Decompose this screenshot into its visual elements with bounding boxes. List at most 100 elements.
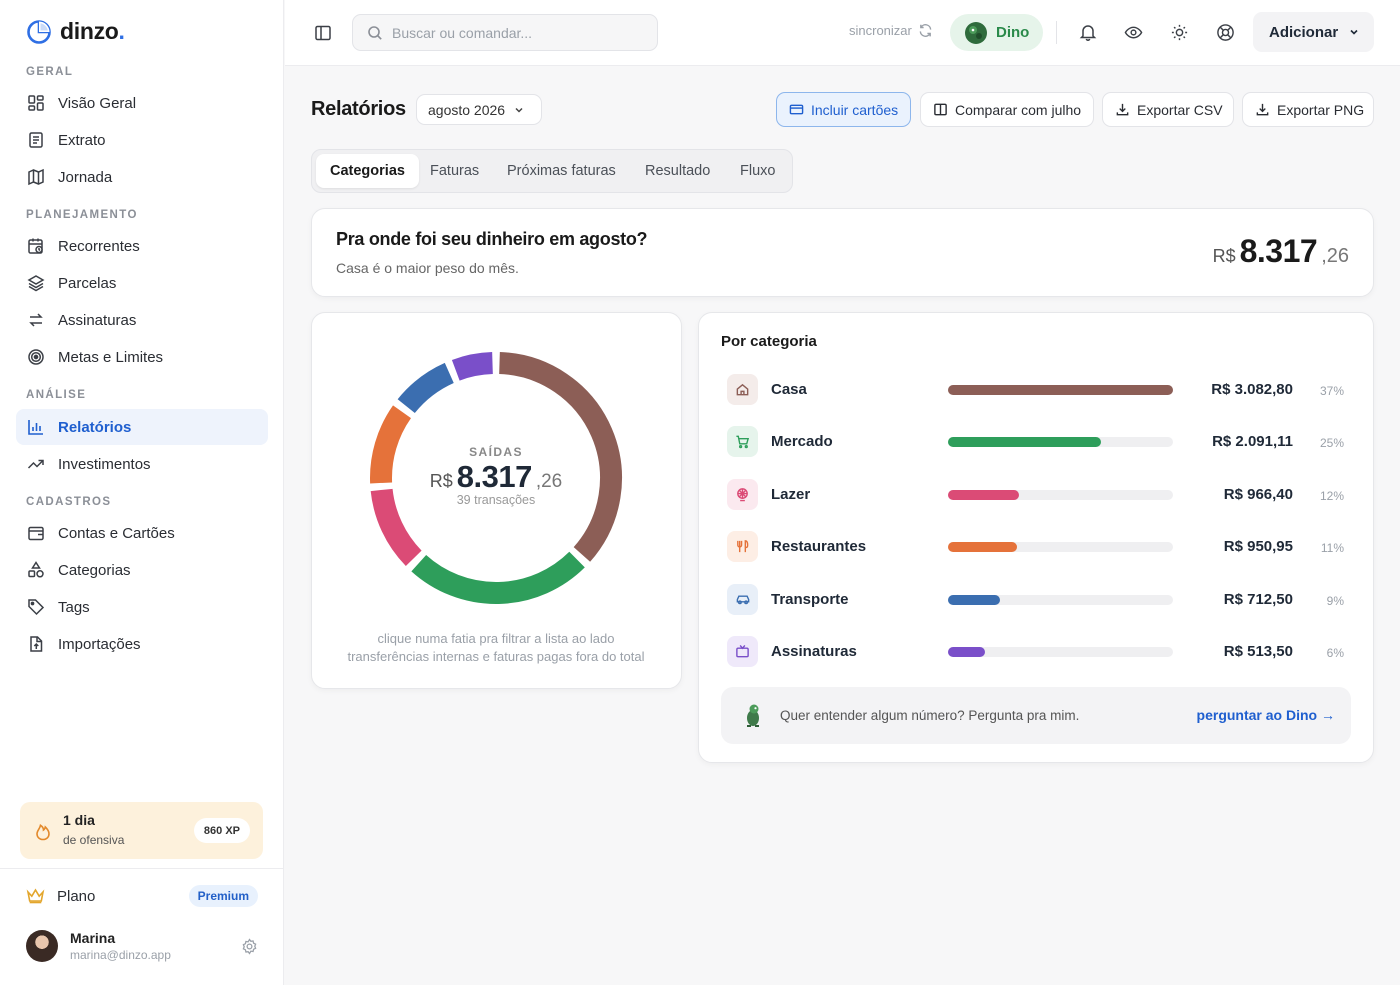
topbar-separator [1056,21,1057,44]
home-icon [727,374,758,405]
category-row-transporte[interactable]: Transporte R$ 712,50 9% [727,584,1347,616]
include-cards-button[interactable]: Incluir cartões [776,92,911,127]
donut-slice-casa[interactable] [499,352,622,562]
page-title: Relatórios [311,98,406,120]
sidebar-item-jornada[interactable]: Jornada [16,159,268,195]
search-input[interactable]: Buscar ou comandar... [352,14,658,51]
report-tabs: Categorias Faturas Próximas faturas Resu… [311,149,793,193]
sun-icon[interactable] [1169,22,1189,42]
donut-hint: clique numa fatia pra filtrar a lista ao… [377,631,615,646]
plan-badge: Premium [188,885,258,907]
tab-proximas-faturas[interactable]: Próximas faturas [507,163,616,179]
donut-slice-mercado[interactable] [411,551,585,604]
sidebar-item-extrato[interactable]: Extrato [16,122,268,158]
sidebar-item-investimentos[interactable]: Investimentos [16,446,268,482]
compare-button[interactable]: Comparar com julho [920,92,1094,127]
streak-subtitle: de ofensiva [63,833,125,847]
compare-label: Comparar com julho [955,101,1082,118]
category-name: Casa [771,381,807,398]
tab-faturas[interactable]: Faturas [430,163,480,179]
sidebar-item-visao-geral[interactable]: Visão Geral [16,85,268,121]
donut-slice-lazer[interactable] [370,488,422,567]
category-row-assinaturas[interactable]: Assinaturas R$ 513,50 6% [727,636,1347,668]
add-button[interactable]: Adicionar [1253,12,1374,52]
brand-logo[interactable]: dinzo. [26,18,125,45]
user-profile[interactable]: Marina marina@dinzo.app [26,928,258,964]
export-png-label: Exportar PNG [1277,101,1365,118]
category-card: Por categoria Casa R$ 3.082,80 37% Merca… [698,312,1374,763]
sidebar-item-categorias[interactable]: Categorias [16,552,268,588]
avatar [26,930,58,962]
category-value: R$ 2.091,11 [1212,433,1293,450]
donut-amount-cents: ,26 [535,471,563,492]
category-bar-track [948,542,1173,552]
assistant-label: Dino [996,24,1030,41]
include-cards-label: Incluir cartões [811,101,899,118]
map-icon [26,167,46,187]
streak-card[interactable]: 1 dia de ofensiva 860 XP [20,802,263,859]
plan-row[interactable]: Plano Premium [26,884,258,908]
sidebar-item-assinaturas[interactable]: Assinaturas [16,302,268,338]
tab-categorias[interactable]: Categorias [316,154,419,188]
sidebar-item-label: Importações [58,635,141,653]
export-csv-label: Exportar CSV [1137,101,1223,118]
dino-avatar-icon [964,21,988,45]
sidebar-toggle-icon[interactable] [313,23,333,43]
category-row-casa[interactable]: Casa R$ 3.082,80 37% [727,374,1347,406]
help-lifebuoy-icon[interactable] [1215,22,1235,42]
file-import-icon [26,634,46,654]
gear-icon[interactable] [241,938,258,955]
month-value: agosto 2026 [428,101,506,118]
tag-icon [26,597,46,617]
category-value: R$ 712,50 [1223,591,1293,608]
donut-slice-assinaturas[interactable] [451,352,494,381]
assistant-dino-button[interactable]: Dino [950,14,1043,51]
donut-slice-restaurantes[interactable] [370,405,412,484]
total-amount-cents: ,26 [1321,245,1349,267]
file-text-icon [26,130,46,150]
brand-name: dinzo [60,18,119,44]
trending-up-icon [26,454,46,474]
category-bar-transporte [948,595,1000,605]
dino-mascot-icon [743,703,763,729]
bar-chart-icon [26,417,46,437]
sidebar-item-label: Recorrentes [58,237,140,255]
sidebar-item-importacoes[interactable]: Importações [16,626,268,662]
month-selector[interactable]: agosto 2026 [416,94,542,125]
donut-card: SAÍDAS R$ 8.317 ,26 39 transações clique… [311,312,682,689]
ask-dino-link[interactable]: perguntar ao Dino → [1196,707,1335,723]
donut-slice-transporte[interactable] [397,362,455,414]
brand-dot: . [118,18,125,44]
search-icon [367,25,383,41]
summary-question: Pra onde foi seu dinheiro em agosto? [336,229,648,249]
sidebar-item-label: Relatórios [58,418,132,436]
donut-chart [370,352,622,604]
eye-icon[interactable] [1123,22,1143,42]
sidebar-item-parcelas[interactable]: Parcelas [16,265,268,301]
sidebar-item-tags[interactable]: Tags [16,589,268,625]
user-email: marina@dinzo.app [70,948,171,962]
bell-icon[interactable] [1078,22,1098,42]
currency-symbol: R$ [1212,246,1236,266]
sync-button[interactable]: sincronizar [849,23,933,38]
sidebar: dinzo. GERAL Visão Geral Extrato Jornada… [0,0,284,985]
sidebar-divider [0,868,284,869]
sidebar-item-recorrentes[interactable]: Recorrentes [16,228,268,264]
category-row-restaurantes[interactable]: Restaurantes R$ 950,95 11% [727,531,1347,563]
category-row-mercado[interactable]: Mercado R$ 2.091,11 25% [727,426,1347,458]
category-value: R$ 513,50 [1223,643,1293,660]
category-bar-track [948,385,1173,395]
sidebar-item-metas[interactable]: Metas e Limites [16,339,268,375]
tab-fluxo[interactable]: Fluxo [740,163,776,179]
summary-total: R$ 8.317 ,26 [1213,233,1349,270]
ask-dino-banner[interactable]: Quer entender algum número? Pergunta pra… [721,687,1351,744]
export-csv-button[interactable]: Exportar CSV [1102,92,1234,127]
sidebar-item-relatorios[interactable]: Relatórios [16,409,268,445]
tab-resultado[interactable]: Resultado [645,163,711,179]
category-bar-track [948,437,1173,447]
sidebar-item-contas[interactable]: Contas e Cartões [16,515,268,551]
export-png-button[interactable]: Exportar PNG [1242,92,1374,127]
dinzo-logo-icon [27,19,51,44]
category-row-lazer[interactable]: Lazer R$ 966,40 12% [727,479,1347,511]
category-percent: 11% [1320,541,1344,555]
